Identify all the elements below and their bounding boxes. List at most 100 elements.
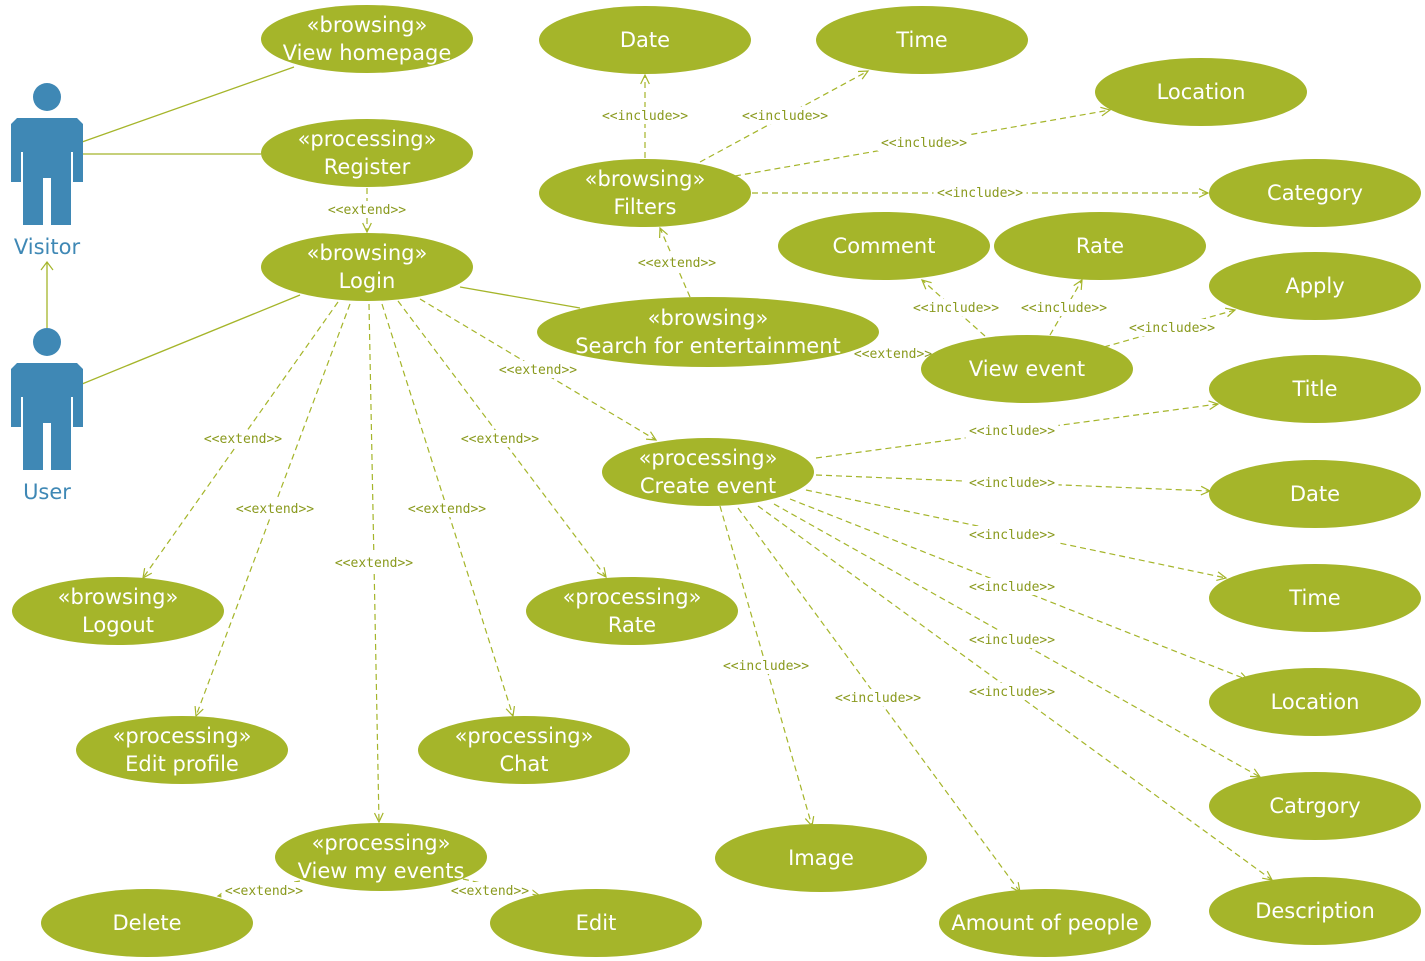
use-case-amount[interactable]: Amount of people <box>939 889 1151 957</box>
use-case-comment[interactable]: Comment <box>778 212 990 280</box>
relation-search-filters <box>659 227 691 298</box>
use-case-ellipse[interactable] <box>1209 460 1421 528</box>
use-case-delete[interactable]: Delete <box>41 889 253 957</box>
use-case-ellipse[interactable] <box>261 119 473 187</box>
use-case-rate-processing[interactable]: «processing» Rate <box>526 577 738 645</box>
relation-label: <<extend>> <box>461 432 539 447</box>
use-case-label: Search for entertainment <box>575 334 841 358</box>
use-case-ellipse[interactable] <box>778 212 990 280</box>
association-visitor-view_homepage <box>81 66 295 143</box>
use-case-f-time[interactable]: Time <box>816 6 1028 74</box>
use-case-search[interactable]: «browsing» Search for entertainment <box>537 297 879 367</box>
relation-label: <<include>> <box>969 528 1055 543</box>
use-case-ellipse[interactable] <box>537 297 879 367</box>
use-case-ellipse[interactable] <box>1209 877 1421 945</box>
use-case-view-event[interactable]: View event <box>921 335 1133 403</box>
use-case-label: Delete <box>113 911 182 935</box>
use-case-c-title[interactable]: Title <box>1209 355 1421 423</box>
use-case-c-location[interactable]: Location <box>1209 668 1421 736</box>
connector-label-layer: <<extend>> <<extend>> <<extend>> <<extend>>… <box>200 107 1219 899</box>
use-case-label: Apply <box>1285 274 1344 298</box>
relation-arrowhead <box>505 706 516 718</box>
use-case-ellipse[interactable] <box>275 823 487 891</box>
use-case-view-my-events[interactable]: «processing» View my events <box>275 823 487 891</box>
use-case-ellipse[interactable] <box>994 212 1206 280</box>
use-case-ellipse[interactable] <box>539 159 751 227</box>
use-case-c-category[interactable]: Catrgory <box>1209 772 1421 840</box>
association-user-search <box>459 286 581 309</box>
use-case-chat[interactable]: «processing» Chat <box>418 716 630 784</box>
use-case-label: View my events <box>298 859 465 883</box>
actor-label: User <box>23 480 71 504</box>
use-case-label: Title <box>1291 377 1337 401</box>
use-case-ellipse[interactable] <box>261 233 473 301</box>
use-case-f-category[interactable]: Category <box>1209 159 1421 227</box>
use-case-apply[interactable]: Apply <box>1209 252 1421 320</box>
use-case-register[interactable]: «processing» Register <box>261 119 473 187</box>
use-case-ellipse[interactable] <box>539 6 751 74</box>
use-case-ellipse[interactable] <box>1209 355 1421 423</box>
relation-label: <<include>> <box>969 424 1055 439</box>
relation-label-bg <box>738 107 832 124</box>
use-case-ellipse[interactable] <box>41 889 253 957</box>
use-case-ellipse[interactable] <box>1209 564 1421 632</box>
relation-label: <<include>> <box>969 580 1055 595</box>
relation-label-bg <box>457 430 543 447</box>
use-case-c-time[interactable]: Time <box>1209 564 1421 632</box>
use-case-f-date[interactable]: Date <box>539 6 751 74</box>
use-case-logout[interactable]: «browsing» Logout <box>12 577 224 645</box>
use-case-ellipse[interactable] <box>1209 668 1421 736</box>
use-case-c-date[interactable]: Date <box>1209 460 1421 528</box>
use-case-ellipse[interactable] <box>1095 58 1307 126</box>
use-case-rate-event[interactable]: Rate <box>994 212 1206 280</box>
use-case-ellipse[interactable] <box>1209 159 1421 227</box>
actor-head-icon <box>33 83 61 111</box>
use-case-ellipse[interactable] <box>602 438 814 506</box>
relation-label: <<extend>> <box>204 432 282 447</box>
actor-layer: Visitor User <box>11 83 83 504</box>
use-case-ellipse[interactable] <box>12 577 224 645</box>
relation-login-logout <box>142 301 339 579</box>
use-case-f-location[interactable]: Location <box>1095 58 1307 126</box>
use-case-stereotype: «processing» <box>113 724 252 748</box>
use-case-edit-profile[interactable]: «processing» Edit profile <box>76 716 288 784</box>
use-case-ellipse[interactable] <box>490 889 702 957</box>
relation-label: <<include>> <box>835 691 921 706</box>
use-case-ellipse[interactable] <box>1209 772 1421 840</box>
use-case-image[interactable]: Image <box>715 824 927 892</box>
use-case-c-description[interactable]: Description <box>1209 877 1421 945</box>
use-case-edit[interactable]: Edit <box>490 889 702 957</box>
use-case-label: Create event <box>640 474 776 498</box>
use-case-filters[interactable]: «browsing» Filters <box>539 159 751 227</box>
relation-create_event-c_date <box>815 474 1211 492</box>
relation-arrowhead <box>659 226 668 239</box>
actor-user[interactable]: User <box>11 328 83 504</box>
use-case-ellipse[interactable] <box>1209 252 1421 320</box>
relation-label: <<extend>> <box>408 502 486 517</box>
relation-label-bg <box>965 526 1059 543</box>
use-case-ellipse[interactable] <box>76 716 288 784</box>
use-case-label: Time <box>1288 586 1340 610</box>
use-case-ellipse[interactable] <box>921 335 1133 403</box>
relation-label-bg <box>634 254 720 271</box>
use-case-create-event[interactable]: «processing» Create event <box>602 438 814 506</box>
use-case-login[interactable]: «browsing» Login <box>261 233 473 301</box>
use-case-view-homepage[interactable]: «browsing» View homepage <box>261 5 473 73</box>
relation-label-bg <box>933 184 1027 201</box>
use-case-ellipse[interactable] <box>418 716 630 784</box>
relation-arrowhead <box>1198 188 1210 198</box>
relation-label: <<include>> <box>881 136 967 151</box>
use-case-ellipse[interactable] <box>939 889 1151 957</box>
actor-visitor[interactable]: Visitor <box>11 83 83 259</box>
use-case-ellipse[interactable] <box>261 5 473 73</box>
relation-label: <<include>> <box>1129 321 1215 336</box>
use-case-ellipse[interactable] <box>816 6 1028 74</box>
relation-label-bg <box>877 134 971 151</box>
use-case-label: Filters <box>614 195 677 219</box>
use-case-ellipse[interactable] <box>526 577 738 645</box>
relation-label-bg <box>850 345 936 362</box>
use-case-label: Edit profile <box>125 752 239 776</box>
use-case-layer: «browsing» View homepage «processing» Regis… <box>12 5 1421 957</box>
use-case-ellipse[interactable] <box>715 824 927 892</box>
use-case-label: Edit <box>576 911 617 935</box>
